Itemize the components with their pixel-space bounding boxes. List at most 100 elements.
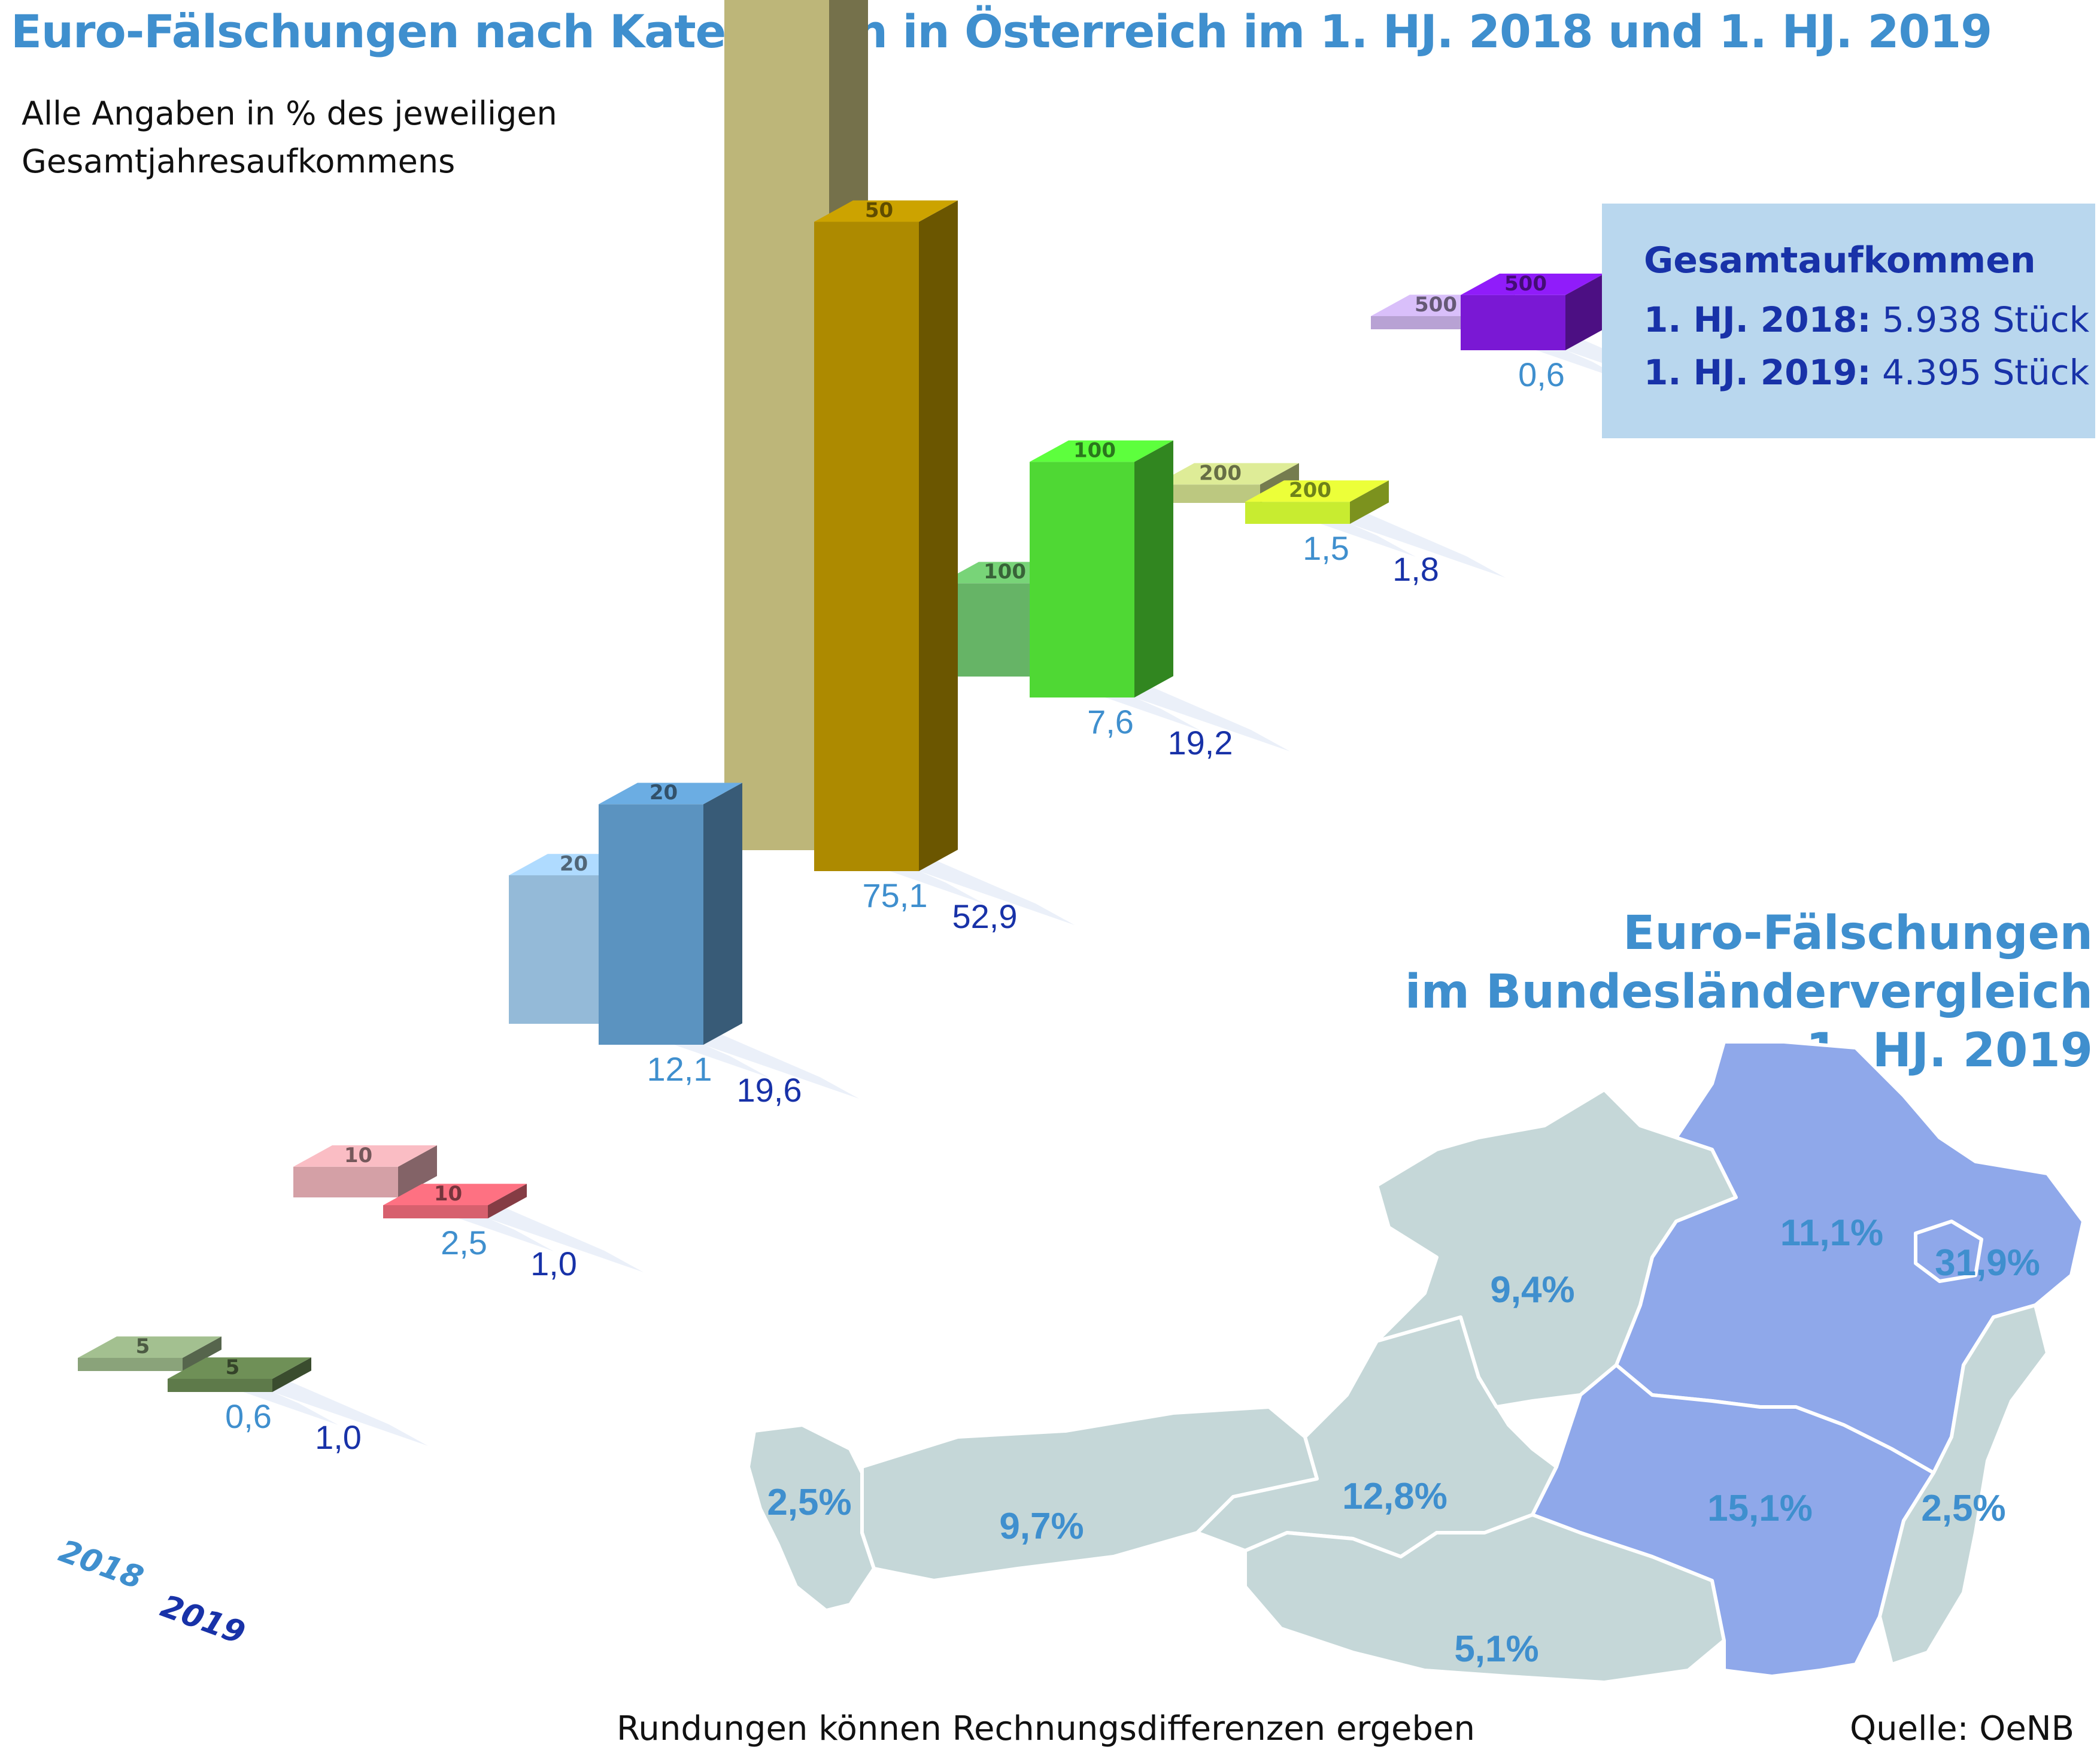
bar-front	[1371, 316, 1476, 329]
banknote-denomination: 50	[865, 199, 893, 223]
bar-front	[724, 0, 829, 850]
value-label-50-2019: 52,9	[952, 897, 1018, 935]
banknote-denomination: 20	[560, 852, 588, 876]
value-label-50-2018: 75,1	[863, 877, 928, 914]
bar-top-banknote	[1461, 274, 1604, 295]
region-wien	[1914, 1220, 1983, 1283]
banknote-denomination: 500	[1415, 293, 1457, 317]
value-label-20-2019: 19,6	[737, 1071, 802, 1109]
total-infobox: Gesamtaufkommen 1. HJ. 2018: 5.938 Stück…	[1602, 204, 2095, 438]
bar-front	[599, 804, 703, 1045]
bar-front	[814, 222, 919, 871]
bar-front	[509, 875, 614, 1024]
bar-side	[1134, 440, 1173, 697]
bar-50-2019: 50 52,9	[814, 199, 1075, 935]
bar-front	[1245, 502, 1350, 524]
banknote-denomination: 200	[1199, 461, 1242, 485]
value-label-200-2019: 1,8	[1392, 550, 1439, 588]
value-label-20-2018: 12,1	[647, 1050, 712, 1088]
bar-top-banknote	[599, 783, 742, 805]
bar-shadow	[1127, 676, 1290, 751]
banknote-denomination: 10	[344, 1144, 372, 1167]
banknote-denomination: 100	[984, 560, 1026, 584]
bar-top-banknote	[78, 1336, 221, 1358]
bar-top-banknote	[1245, 480, 1389, 502]
banknote-denomination: 10	[434, 1182, 462, 1206]
value-label-10-2018: 2,5	[441, 1224, 487, 1261]
source-note: Quelle: OeNB	[1850, 1709, 2075, 1748]
subtitle-line-2: Gesamtjahresaufkommens	[22, 142, 456, 180]
bar-side	[919, 200, 958, 871]
region-label-niederoesterreich: 11,1%	[1780, 1212, 1883, 1254]
map-title-line-1: Euro-Fälschungen	[1623, 906, 2093, 960]
infobox-heading: Gesamtaufkommen	[1644, 239, 2036, 281]
bar-front	[168, 1379, 272, 1392]
value-label-100-2018: 7,6	[1087, 703, 1134, 741]
value-label-5-2019: 1,0	[315, 1418, 362, 1456]
banknote-denomination: 200	[1289, 478, 1331, 502]
bar-side	[703, 783, 742, 1045]
bar-front	[383, 1205, 488, 1218]
bar-100-2019: 100 19,2	[1030, 438, 1290, 762]
bar-top-banknote	[293, 1145, 437, 1167]
bar-front	[293, 1166, 398, 1197]
banknote-denomination: 20	[650, 781, 678, 805]
region-label-burgenland: 2,5%	[1921, 1488, 2005, 1529]
bar-top-banknote	[168, 1357, 311, 1379]
value-label-100-2019: 19,2	[1168, 724, 1233, 762]
banknote-denomination: 5	[226, 1355, 240, 1379]
infobox-row1-value: 5.938 Stück	[1882, 299, 2090, 340]
infobox-row-2019: 1. HJ. 2019: 4.395 Stück	[1644, 352, 2089, 393]
bar-side	[1350, 480, 1389, 524]
region-label-steiermark: 15,1%	[1707, 1488, 1813, 1529]
subtitle-line-1: Alle Angaben in % des jeweiligen	[22, 95, 557, 132]
bar-shadow	[696, 1023, 859, 1099]
infobox-row2-value: 4.395 Stück	[1882, 352, 2090, 393]
bar-shadow	[1342, 502, 1506, 578]
bar-top-banknote	[1155, 463, 1299, 485]
bar-side	[398, 1145, 437, 1197]
banknote-denomination: 5	[136, 1335, 150, 1358]
bar-front	[78, 1358, 183, 1371]
bar-shadow	[911, 850, 1075, 925]
bar-5-2019: 51,0	[168, 1355, 428, 1456]
bar-10-2019: 101,0	[383, 1182, 644, 1282]
infobox-row-2018: 1. HJ. 2018: 5.938 Stück	[1644, 299, 2089, 340]
region-label-vorarlberg: 2,5%	[767, 1482, 851, 1523]
footnote: Rundungen können Rechnungsdifferenzen er…	[617, 1709, 1475, 1748]
value-label-200-2018: 1,5	[1303, 529, 1349, 567]
infobox-row1-label: 1. HJ. 2018:	[1644, 299, 1871, 340]
value-label-5-2018: 0,6	[225, 1397, 272, 1435]
bar-front	[1155, 484, 1260, 503]
region-burgenland	[1878, 1303, 2049, 1666]
value-label-10-2019: 1,0	[530, 1245, 577, 1282]
region-label-oberoesterreich: 9,4%	[1490, 1269, 1574, 1311]
region-label-salzburg: 12,8%	[1342, 1476, 1447, 1517]
bar-front	[940, 583, 1045, 677]
infobox-row2-label: 1. HJ. 2019:	[1644, 352, 1871, 393]
bar-front	[1461, 295, 1565, 350]
region-vorarlberg	[746, 1423, 876, 1612]
bar-20-2019: 20 19,6	[599, 781, 859, 1109]
bar-side	[1565, 274, 1604, 350]
bar-side	[272, 1357, 311, 1392]
bar-front	[1030, 462, 1134, 697]
bar-shadow	[265, 1370, 428, 1446]
bar-top-banknote	[1030, 440, 1173, 462]
banknote-denomination: 100	[1073, 438, 1116, 462]
chart-subtitle: Alle Angaben in % des jeweiligen Gesamtj…	[22, 90, 557, 186]
region-label-kaernten: 5,1%	[1454, 1628, 1538, 1670]
region-label-tirol: 9,7%	[999, 1506, 1084, 1547]
bar-top-banknote	[814, 200, 958, 222]
bar-shadow	[480, 1197, 644, 1272]
banknote-denomination: 500	[1504, 272, 1547, 296]
page-title: Euro-Fälschungen nach Kategorien in Öste…	[11, 5, 1992, 58]
bar-side	[183, 1336, 221, 1371]
bar-200-2019: 200 1,8	[1245, 478, 1506, 588]
region-label-wien: 31,9%	[1935, 1242, 2040, 1284]
bar-side	[488, 1184, 527, 1218]
map-title-line-2: im Bundesländervergleich	[1404, 965, 2093, 1019]
